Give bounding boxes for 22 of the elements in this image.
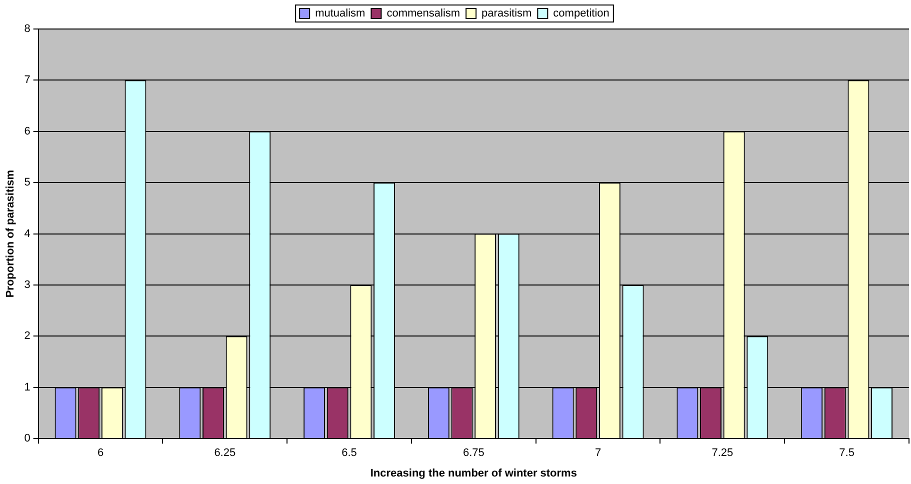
legend-label: mutualism (315, 8, 366, 20)
y-tick-label: 0 (24, 432, 30, 445)
legend-label: commensalism (386, 8, 460, 20)
x-tick-label: 7.5 (839, 447, 854, 460)
y-tick-label: 8 (24, 23, 30, 36)
x-tick-label: 6.75 (462, 447, 484, 460)
y-tick-label: 5 (24, 176, 30, 189)
y-tick-label: 2 (24, 330, 30, 342)
x-tick-label: 7.25 (712, 447, 734, 460)
y-tick-label: 7 (24, 74, 30, 86)
x-tick-label: 6.5 (342, 447, 357, 460)
x-tick-label: 6 (97, 447, 104, 460)
y-axis-title: Proportion of parasitism (4, 170, 17, 298)
y-tick-label: 4 (24, 228, 30, 240)
y-tick-label: 3 (24, 279, 30, 292)
y-tick-label: 6 (24, 125, 30, 138)
x-tick-label: 7 (594, 447, 602, 460)
x-tick-label: 6.25 (214, 447, 236, 460)
y-tick-label: 1 (24, 381, 30, 394)
legend-label: parasitism (482, 8, 532, 20)
legend-label: competition (553, 8, 610, 20)
x-axis-title: Increasing the number of winter storms (370, 467, 577, 480)
